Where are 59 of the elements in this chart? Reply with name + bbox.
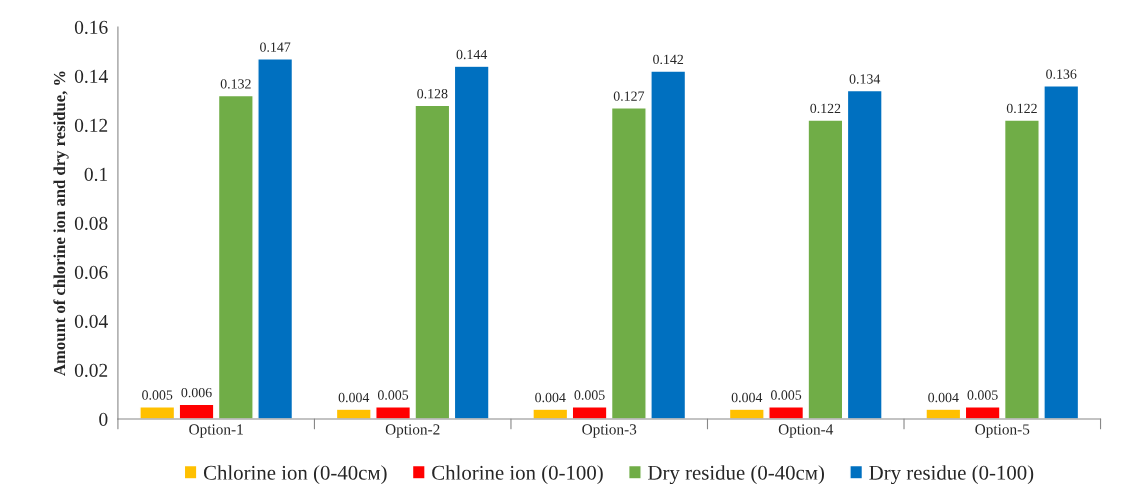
bar <box>375 406 412 419</box>
legend-label: Dry residue (0-100) <box>869 465 1034 485</box>
data-label: 0.147 <box>260 42 291 52</box>
x-tick-label: Option-2 <box>385 424 440 438</box>
x-tick-label: Option-5 <box>975 424 1030 438</box>
bar <box>335 408 372 419</box>
data-label: 0.132 <box>220 79 251 89</box>
data-label: 0.005 <box>771 390 802 400</box>
y-tick-label: 0.04 <box>74 314 108 328</box>
data-label: 0.128 <box>417 88 448 99</box>
data-label: 0.005 <box>377 390 409 400</box>
bar <box>257 58 294 419</box>
data-label: 0.004 <box>535 392 566 403</box>
bar <box>532 408 569 419</box>
data-label: 0.136 <box>1046 69 1077 79</box>
bar <box>571 406 608 419</box>
legend-label: Dry residue (0-40см) <box>648 465 824 485</box>
bar <box>1003 119 1040 419</box>
bar <box>178 403 215 419</box>
y-axis-title: Amount of chlorine ion and dry residue, % <box>53 71 69 376</box>
data-label: 0.005 <box>574 390 605 400</box>
data-label: 0.144 <box>456 49 488 60</box>
data-label: 0.134 <box>849 74 881 84</box>
data-label: 0.004 <box>731 392 763 403</box>
bar <box>1043 85 1080 419</box>
data-label: 0.005 <box>967 390 998 400</box>
data-label: 0.122 <box>810 103 841 114</box>
y-tick-label: 0.06 <box>74 265 108 279</box>
y-tick-label: 0.16 <box>74 20 108 34</box>
data-label: 0.004 <box>338 392 370 403</box>
data-label: 0.122 <box>1006 103 1037 114</box>
bar <box>728 408 765 419</box>
bar <box>453 65 490 419</box>
x-tick-label: Option-3 <box>582 424 637 438</box>
bar <box>964 406 1001 419</box>
y-tick-label: 0.14 <box>74 69 108 83</box>
bar <box>846 89 883 419</box>
y-tick-label: 0.02 <box>74 363 108 377</box>
bar <box>610 107 647 419</box>
x-tick-label: Option-4 <box>778 424 834 438</box>
y-tick-label: 0.08 <box>74 216 108 230</box>
legend-label: Chlorine ion (0-100) <box>432 465 603 485</box>
data-label: 0.005 <box>142 390 173 400</box>
bar <box>217 94 254 419</box>
bar <box>650 70 687 419</box>
data-label: 0.004 <box>928 392 959 403</box>
y-tick-label: 0 <box>99 412 108 426</box>
bar <box>139 406 176 419</box>
bar <box>925 408 962 419</box>
bar <box>414 104 451 419</box>
bar <box>768 406 805 419</box>
data-label: 0.142 <box>653 54 684 65</box>
legend-label: Chlorine ion (0-40см) <box>203 465 387 485</box>
y-tick-label: 0.1 <box>84 167 108 181</box>
x-tick-label: Option-1 <box>189 424 243 438</box>
data-label: 0.127 <box>613 91 645 101</box>
y-tick-label: 0.12 <box>74 118 108 132</box>
bar <box>807 119 844 419</box>
data-label: 0.006 <box>181 387 212 398</box>
